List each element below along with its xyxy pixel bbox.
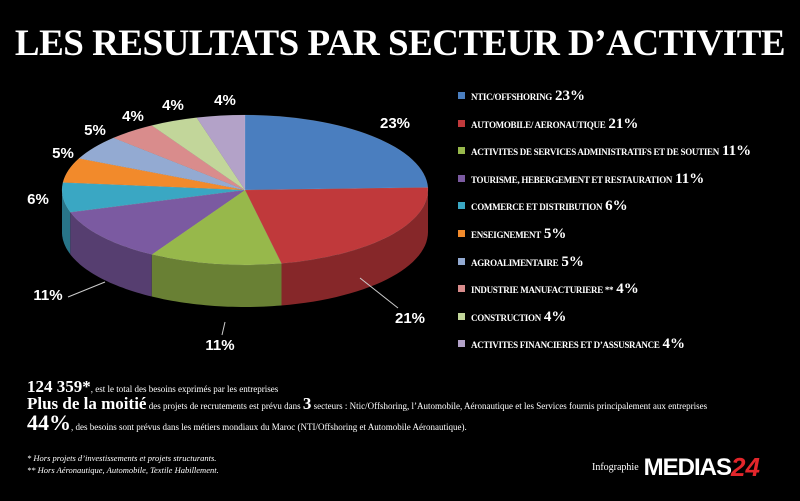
legend-label: CONSTRUCTION [471, 312, 541, 323]
leader-line [221, 321, 226, 336]
legend-value: 21% [608, 115, 639, 132]
legend-swatch [458, 229, 465, 237]
legend-label: ACTIVITES DE SERVICES ADMINISTRATIFS ET … [471, 147, 719, 158]
slice-label: 4% [122, 108, 144, 125]
legend-label: TOURISME, HEBERGEMENT ET RESTAURATION [471, 174, 673, 185]
legend-swatch [458, 257, 465, 265]
legend-value: 5% [543, 225, 567, 242]
legend-item: ACTIVITES DE SERVICES ADMINISTRATIFS ET … [458, 143, 751, 171]
legend: NTIC/OFFSHORING 23% AUTOMOBILE/ AERONAUTIQ… [458, 88, 751, 364]
pie-slice [244, 114, 429, 191]
slice-label: 5% [84, 122, 106, 139]
pie-slice [196, 114, 246, 191]
pie-slice [69, 189, 246, 255]
legend-label: COMMERCE ET DISTRIBUTION [471, 202, 603, 213]
pie-slice [151, 189, 282, 266]
legend-swatch [458, 92, 465, 99]
legend-value: 5% [561, 253, 584, 270]
legend-item: ENSEIGNEMENT 5% [458, 226, 751, 254]
half-text-2: secteurs : Ntic/Offshoring, l’Automobile… [311, 401, 708, 411]
legend-value: 4% [543, 308, 567, 325]
pie-slice-side [281, 190, 428, 306]
slice-label: 11% [205, 337, 234, 354]
brand-logo: Infographie MEDIAS 24 [592, 452, 760, 483]
half-highlight: Plus de la moitié [27, 394, 147, 413]
leader-line [359, 277, 399, 309]
pie-slice-side [70, 212, 152, 297]
pct-text: , des besoins sont prévus dans les métie… [71, 422, 467, 432]
pie-slice [151, 117, 246, 191]
pct-highlight: 44% [27, 410, 71, 435]
pie-slice [61, 182, 246, 213]
total-text: , est le total des besoins exprimés par … [90, 384, 279, 394]
pie-slice [244, 187, 429, 264]
slice-label: 23% [380, 115, 410, 132]
summary-notes: 124 359*, est le total des besoins expri… [27, 378, 707, 434]
pie-slice-side [62, 190, 71, 255]
slice-label: 4% [162, 97, 184, 114]
slice-label: 4% [214, 92, 236, 109]
legend-swatch [458, 340, 465, 348]
legend-swatch [458, 147, 465, 155]
legend-value: 4% [662, 336, 686, 353]
legend-label: ENSEIGNEMENT [471, 229, 541, 240]
half-text: des projets de recrutements est prévu da… [146, 401, 303, 411]
legend-swatch [458, 202, 465, 210]
slice-label: 11% [33, 287, 62, 304]
pie-slice [62, 158, 246, 191]
footnote-1: * Hors projets d’investissements et proj… [27, 453, 217, 463]
legend-label: NTIC/OFFSHORING [471, 92, 553, 102]
legend-value: 23% [555, 88, 586, 104]
legend-item: CONSTRUCTION 4% [458, 309, 751, 337]
legend-swatch [458, 119, 465, 127]
total-value: 124 359* [27, 377, 91, 396]
footnotes: * Hors projets d’investissements et proj… [27, 452, 219, 476]
legend-label: ACTIVITES FINANCIERES ET D’ASSUSRANCE [471, 340, 660, 351]
pie-slice-side [151, 254, 282, 307]
legend-swatch [458, 174, 465, 182]
legend-item: ACTIVITES FINANCIERES ET D’ASSUSRANCE 4% [458, 336, 751, 364]
legend-label: AGROALIMENTAIRE [471, 257, 559, 268]
brand-name: MEDIAS [643, 453, 732, 481]
slice-label: 6% [27, 191, 49, 208]
page-title: LES RESULTATS PAR SECTEUR D’ACTIVITE [14, 23, 786, 64]
legend-swatch [458, 312, 465, 320]
legend-value: 11% [675, 170, 705, 187]
half-num: 3 [302, 394, 312, 413]
legend-label: AUTOMOBILE/ AERONAUTIQUE [471, 119, 606, 130]
legend-swatch [458, 285, 465, 293]
legend-value: 6% [605, 198, 628, 215]
legend-item: AGROALIMENTAIRE 5% [458, 254, 751, 282]
pie-slice [112, 125, 246, 191]
legend-value: 11% [721, 143, 752, 160]
leader-line [67, 281, 106, 298]
legend-item: AUTOMOBILE/ AERONAUTIQUE 21% [458, 116, 751, 144]
legend-item: TOURISME, HEBERGEMENT ET RESTAURATION 11% [458, 171, 751, 199]
slice-label: 5% [52, 145, 74, 162]
legend-value: 4% [616, 281, 639, 298]
footnote-2: ** Hors Aéronautique, Automobile, Textil… [27, 465, 219, 475]
brand-prefix: Infographie [592, 462, 639, 473]
brand-num: 24 [731, 452, 760, 482]
slice-label: 21% [395, 310, 425, 327]
legend-item: NTIC/OFFSHORING 23% [458, 88, 751, 116]
legend-label: INDUSTRIE MANUFACTURIERE ** [471, 285, 614, 296]
legend-item: COMMERCE ET DISTRIBUTION 6% [458, 198, 751, 226]
legend-item: INDUSTRIE MANUFACTURIERE ** 4% [458, 281, 751, 309]
pie-slice [78, 137, 246, 191]
